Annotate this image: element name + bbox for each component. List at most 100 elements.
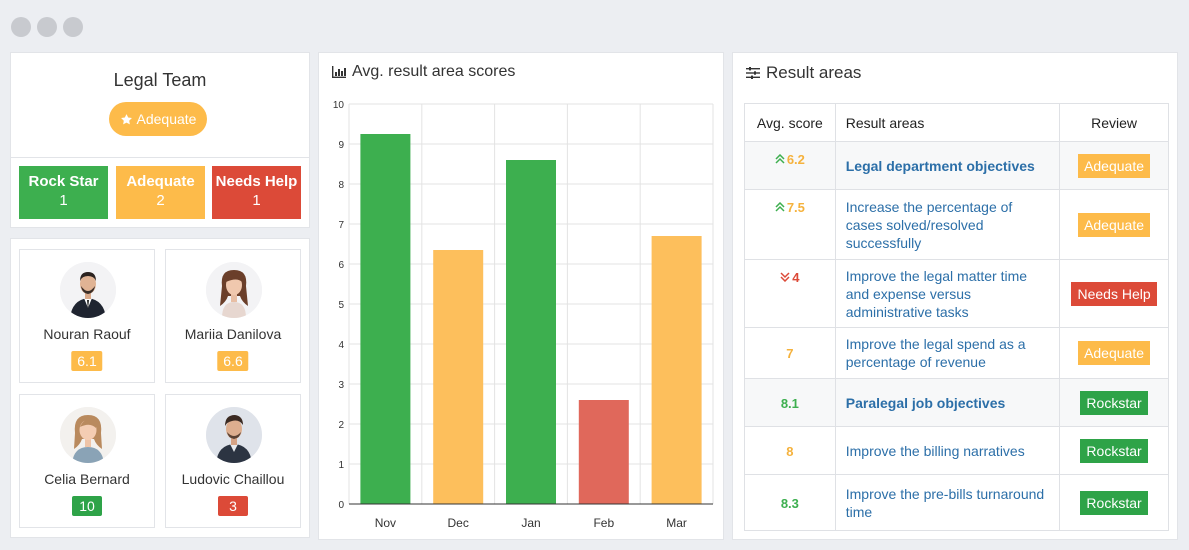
double-chevron-up-icon [775,202,785,212]
y-tick-label: 8 [338,180,344,191]
review-badge[interactable]: Adequate [1078,153,1151,178]
member-name: Nouran Raouf [43,326,131,342]
header-review[interactable]: Review [1059,103,1169,142]
bar-dec[interactable] [433,250,484,504]
avatar [206,262,262,318]
x-tick-label: Nov [375,516,396,530]
stat-rock-star[interactable]: Rock Star 1 [19,166,108,219]
review-cell: Rockstar [1059,378,1169,427]
avg-score-value: 8 [786,443,794,459]
member-name: Ludovic Chaillou [181,471,285,487]
result-area-cell: Improve the billing narratives [834,426,1061,475]
avg-score: 4 [780,270,799,285]
review-cell: Adequate [1059,189,1169,260]
header-avg-score[interactable]: Avg. score [744,103,836,142]
avg-score-cell: 8.3 [744,474,836,531]
result-area-link[interactable]: Improve the legal spend as a percentage … [845,336,1026,370]
person-avatar-icon [206,407,262,463]
review-cell: Rockstar [1059,426,1169,475]
result-area-cell: Legal department objectives [834,141,1061,190]
y-tick-label: 1 [338,460,344,471]
review-badge[interactable]: Needs Help [1071,281,1157,306]
member-card[interactable]: Celia Bernard 10 [19,394,155,528]
table-row[interactable]: 4 Improve the legal matter time and expen… [744,259,1169,328]
window-dot-minimize[interactable] [37,17,57,37]
y-tick-label: 9 [338,140,344,151]
bar-feb[interactable] [578,400,629,504]
x-tick-label: Jan [521,516,540,530]
table-row[interactable]: 8.1 Paralegal job objectives Rockstar [744,378,1169,427]
x-tick-label: Dec [448,516,469,530]
avg-score-cell: 8 [744,426,836,475]
table-row[interactable]: 6.2 Legal department objectives Adequate [744,141,1169,190]
y-tick-label: 4 [338,340,344,351]
review-cell: Needs Help [1059,259,1169,328]
table-header-row: Avg. score Result areas Review [744,103,1169,142]
review-badge[interactable]: Adequate [1078,341,1151,365]
member-score-badge: 6.6 [217,351,249,371]
team-status-badge[interactable]: Adequate [109,102,207,136]
member-card[interactable]: Ludovic Chaillou 3 [165,394,301,528]
member-score-badge: 3 [218,496,248,516]
bar-chart: 0 1 2 3 4 5 6 7 8 9 10 Nov Dec Jan Feb Mar [333,100,714,530]
objective-link[interactable]: Legal department objectives [845,157,1035,174]
y-tick-label: 2 [338,420,344,431]
bar-jan[interactable] [506,160,556,504]
member-card[interactable]: Nouran Raouf 6.1 [19,249,155,383]
review-badge[interactable]: Rockstar [1080,390,1148,415]
avatar [206,407,262,463]
window-controls [11,17,83,37]
team-status-label: Adequate [136,111,197,127]
bar-nov[interactable] [360,134,411,504]
avg-score-value: 7 [786,346,794,361]
team-members-panel: Nouran Raouf 6.1 Mariia Danilova 6.6 [10,238,310,538]
double-chevron-down-icon [780,272,790,282]
avg-score-value: 8.3 [780,495,799,511]
avg-score-value: 7.5 [786,199,805,215]
result-areas-title: Result areas [766,63,862,82]
result-area-cell: Increase the percentage of cases solved/… [834,189,1061,260]
member-card[interactable]: Mariia Danilova 6.6 [165,249,301,383]
result-area-cell: Improve the legal spend as a percentage … [834,327,1061,379]
result-area-link[interactable]: Increase the percentage of cases solved/… [845,198,1013,251]
table-row[interactable]: 7 Improve the legal spend as a percentage… [744,327,1169,379]
stat-label: Needs Help [215,173,298,190]
objective-link[interactable]: Paralegal job objectives [845,394,1006,411]
bar-chart-icon [332,66,346,78]
result-area-link[interactable]: Improve the billing narratives [845,442,1025,459]
result-areas-header: Result areas [746,63,861,83]
person-avatar-icon [60,407,116,463]
window-dot-close[interactable] [11,17,31,37]
y-tick-label: 10 [333,100,345,111]
stat-count: 1 [59,192,68,209]
review-badge[interactable]: Rockstar [1080,490,1148,515]
avatar [60,407,116,463]
stat-count: 2 [156,192,165,209]
table-row[interactable]: 8.3 Improve the pre-bills turnaround time… [744,474,1169,531]
chart-title: Avg. result area scores [352,63,516,80]
review-cell: Adequate [1059,327,1169,379]
avg-score-value: 4 [792,269,800,285]
result-areas-panel: Result areas Avg. score Result areas Rev… [732,52,1178,540]
window-dot-maximize[interactable] [63,17,83,37]
stat-needs-help[interactable]: Needs Help 1 [212,166,301,219]
review-badge[interactable]: Adequate [1078,212,1151,237]
avg-score: 6.2 [775,152,805,167]
y-tick-label: 5 [338,300,344,311]
star-icon [120,113,132,124]
avg-score-value: 8.1 [780,395,799,411]
table-row[interactable]: 8 Improve the billing narratives Rockstar [744,426,1169,475]
avg-score: 7 [786,346,793,361]
stat-adequate[interactable]: Adequate 2 [116,166,205,219]
table-row[interactable]: 7.5 Increase the percentage of cases solv… [744,189,1169,260]
person-avatar-icon [60,262,116,318]
x-tick-label: Feb [593,516,614,530]
bar-mar[interactable] [651,236,702,504]
review-badge[interactable]: Rockstar [1080,438,1148,463]
result-area-link[interactable]: Improve the pre-bills turnaround time [845,485,1045,520]
result-area-link[interactable]: Improve the legal matter time and expens… [845,267,1028,320]
header-result-areas[interactable]: Result areas [834,103,1061,142]
avg-score: 8.3 [781,496,799,511]
member-name: Mariia Danilova [184,326,282,342]
chart-header: Avg. result area scores [332,63,515,81]
